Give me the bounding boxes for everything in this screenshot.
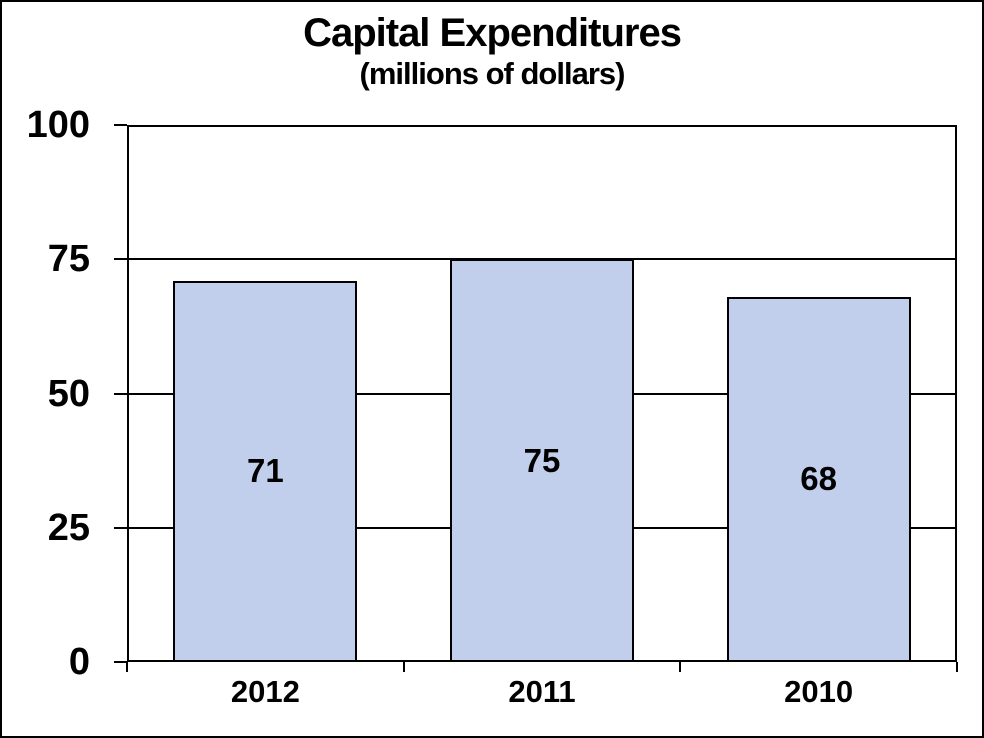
bar: 71 [173,280,358,662]
y-axis-tick [114,661,127,663]
x-axis-tick [126,662,128,672]
x-axis-tick [402,662,405,672]
bar-value-label: 71 [246,452,284,490]
y-axis-tick [114,392,127,395]
y-axis-tick-label: 75 [47,238,90,281]
x-axis-tick [956,662,958,672]
x-axis-category-label: 2012 [230,674,300,709]
y-axis-tick-label: 25 [47,506,90,549]
x-axis-category-label: 2011 [508,674,576,709]
bar: 68 [726,296,911,662]
y-axis-tick [114,124,127,126]
x-axis-category-label: 2010 [784,674,854,709]
bar: 75 [450,259,634,662]
chart-subtitle: (millions of dollars) [359,56,626,91]
y-axis-tick [114,526,127,529]
chart-title: Capital Expenditures [303,11,682,55]
bar-value-label: 75 [523,441,561,479]
y-axis-tick-label: 0 [68,641,90,683]
y-axis-tick [114,258,127,261]
y-axis-tick-label: 50 [47,372,90,415]
x-axis-tick [679,662,682,672]
y-axis-tick-label: 100 [26,104,90,146]
bar-value-label: 68 [800,460,838,498]
